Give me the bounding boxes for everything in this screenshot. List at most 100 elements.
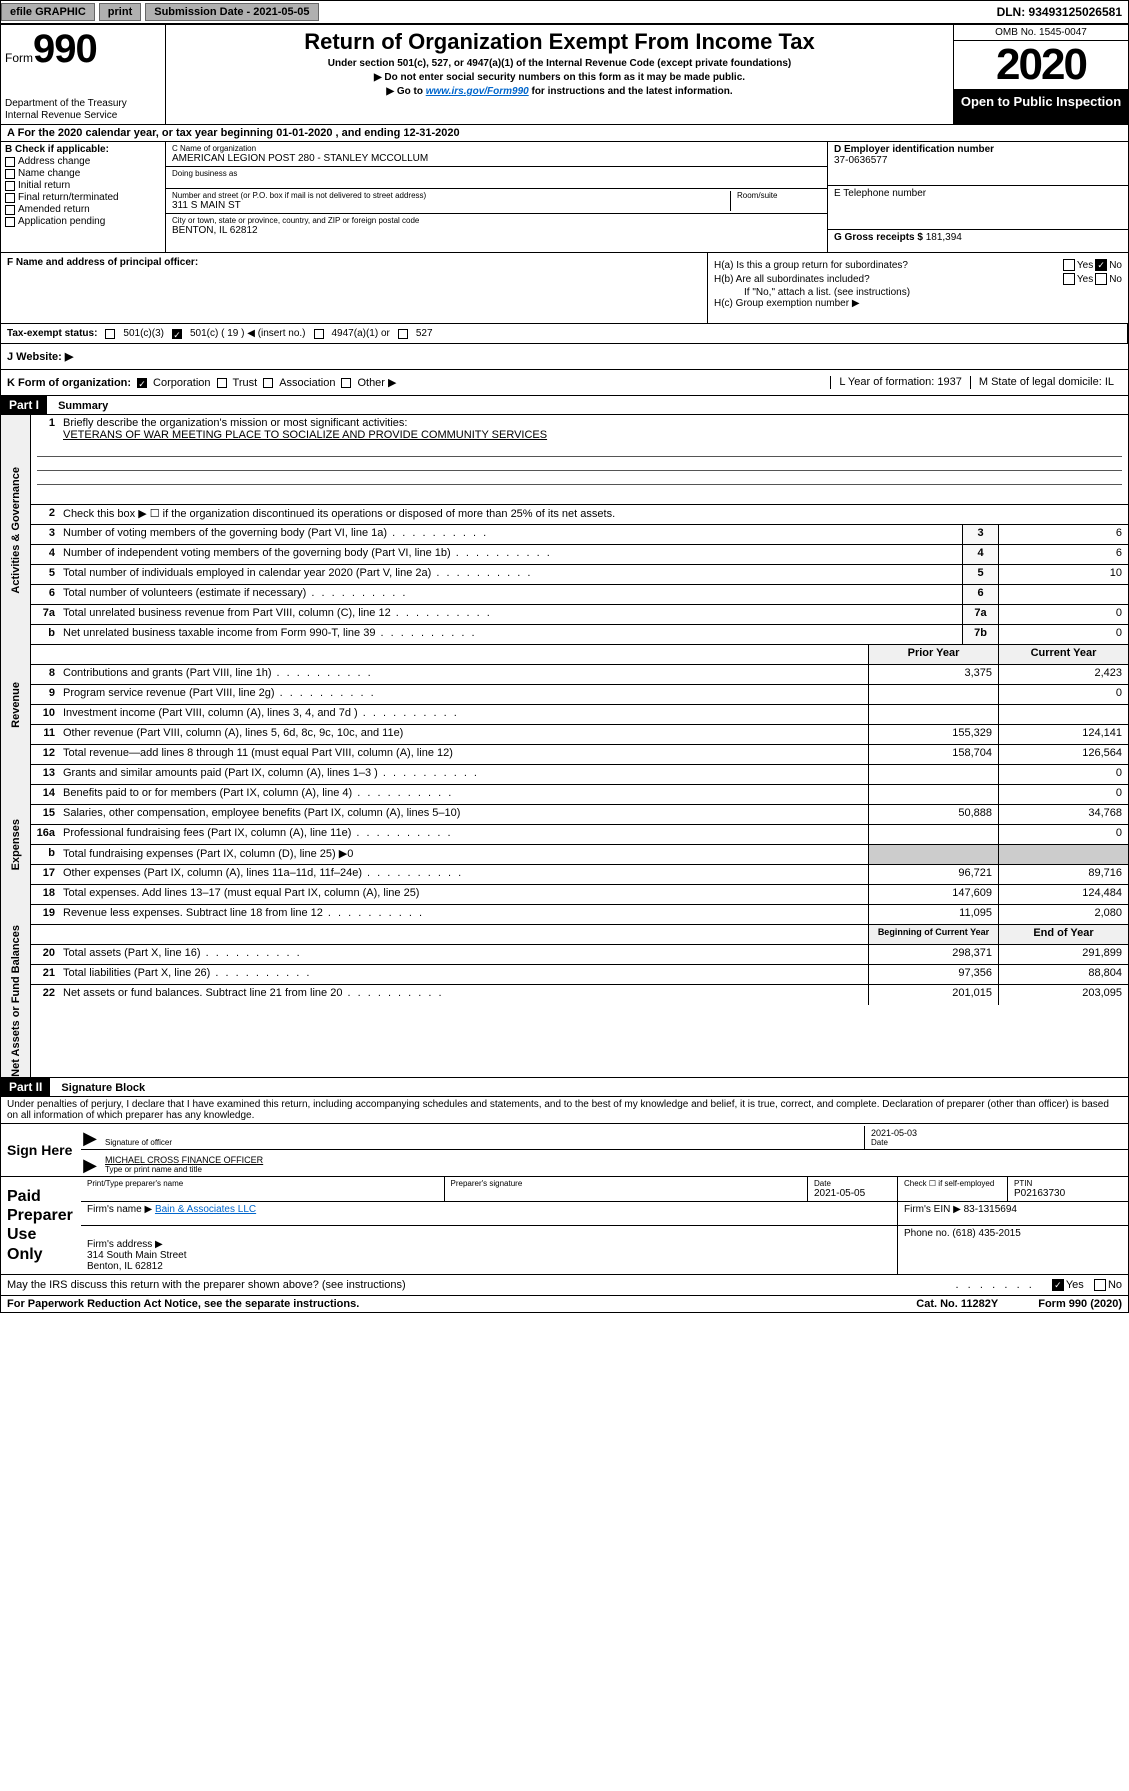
501c-box[interactable]: ✓ <box>172 329 182 339</box>
ha-yes-box[interactable] <box>1063 259 1075 271</box>
line-21-prior: 97,356 <box>868 965 998 984</box>
line-16b-num: b <box>31 845 59 864</box>
section-revenue: Revenue Prior Year Current Year 8 Contri… <box>1 645 1128 765</box>
line-16b-prior <box>868 845 998 864</box>
f-lbl: F Name and address of principal officer: <box>7 257 198 268</box>
line-9-num: 9 <box>31 685 59 704</box>
part-ii-badge: Part II <box>1 1078 50 1096</box>
corp-box[interactable]: ✓ <box>137 378 147 388</box>
form-ref: Form 990 (2020) <box>1038 1298 1122 1310</box>
prep-date-lbl: Date <box>814 1179 891 1188</box>
firm-addr-lbl: Firm's address ▶ <box>87 1239 163 1250</box>
assoc-box[interactable] <box>263 378 273 388</box>
hb-no-box[interactable] <box>1095 273 1107 285</box>
line-21-curr: 88,804 <box>998 965 1128 984</box>
line-5-num: 5 <box>31 565 59 584</box>
line-11-num: 11 <box>31 725 59 744</box>
line-11-prior: 155,329 <box>868 725 998 744</box>
line-7a-ref: 7a <box>962 605 998 624</box>
paid-preparer-row: Paid Preparer Use Only Print/Type prepar… <box>1 1177 1128 1275</box>
line-7a-num: 7a <box>31 605 59 624</box>
line-3-desc: Number of voting members of the governin… <box>59 525 962 544</box>
4947-box[interactable] <box>314 329 324 339</box>
line-21-num: 21 <box>31 965 59 984</box>
open-public: Open to Public Inspection <box>954 90 1128 124</box>
sign-here-label: Sign Here <box>1 1124 81 1176</box>
line-7b-desc: Net unrelated business taxable income fr… <box>59 625 962 644</box>
checkbox-initial[interactable] <box>5 181 15 191</box>
subtitle-1: Under section 501(c), 527, or 4947(a)(1)… <box>174 58 945 69</box>
line-22-curr: 203,095 <box>998 985 1128 1005</box>
discuss-yes-box[interactable]: ✓ <box>1052 1279 1064 1291</box>
trust-box[interactable] <box>217 378 227 388</box>
line-7b-num: b <box>31 625 59 644</box>
line-13-desc: Grants and similar amounts paid (Part IX… <box>59 765 868 784</box>
phone-val: (618) 435-2015 <box>952 1228 1020 1239</box>
line-12-num: 12 <box>31 745 59 764</box>
sub3-pre: ▶ Go to <box>386 86 425 97</box>
current-year-hdr: Current Year <box>998 645 1128 664</box>
line-18-curr: 124,484 <box>998 885 1128 904</box>
b-item-5: Application pending <box>18 216 105 227</box>
checkbox-addr[interactable] <box>5 157 15 167</box>
501c3-box[interactable] <box>105 329 115 339</box>
tab-net-assets-label: Net Assets or Fund Balances <box>10 925 22 1077</box>
line-8-curr: 2,423 <box>998 665 1128 684</box>
527-box[interactable] <box>398 329 408 339</box>
line-6-num: 6 <box>31 585 59 604</box>
other-box[interactable] <box>341 378 351 388</box>
column-f: F Name and address of principal officer: <box>1 253 708 323</box>
submission-date: Submission Date - 2021-05-05 <box>145 3 318 21</box>
checkbox-amended[interactable] <box>5 205 15 215</box>
c-city-lbl: City or town, state or province, country… <box>172 216 821 225</box>
line-19-prior: 11,095 <box>868 905 998 924</box>
row-j-website: J Website: ▶ <box>1 344 1128 370</box>
checkbox-final[interactable] <box>5 193 15 203</box>
line-14-desc: Benefits paid to or for members (Part IX… <box>59 785 868 804</box>
form-word: Form <box>5 51 33 65</box>
sub3-post: for instructions and the latest informat… <box>529 86 733 97</box>
tab-revenue: Revenue <box>1 645 31 765</box>
form-title: Return of Organization Exempt From Incom… <box>174 29 945 55</box>
ptin-lbl: PTIN <box>1014 1179 1122 1188</box>
checkbox-pending[interactable] <box>5 217 15 227</box>
firm-ein-val: 83-1315694 <box>964 1204 1017 1215</box>
line-20-num: 20 <box>31 945 59 964</box>
ein-value: 37-0636577 <box>834 155 1122 166</box>
officer-name-lbl: Type or print name and title <box>105 1165 1122 1174</box>
line-16b-curr <box>998 845 1128 864</box>
row-f-h: F Name and address of principal officer:… <box>1 253 1128 324</box>
officer-name: MICHAEL CROSS FINANCE OFFICER <box>105 1155 1122 1165</box>
line-17-curr: 89,716 <box>998 865 1128 884</box>
line-a-text: For the 2020 calendar year, or tax year … <box>18 127 460 139</box>
part-i-header: Part I Summary <box>1 396 1128 415</box>
tab-revenue-label: Revenue <box>10 682 22 728</box>
discuss-row: May the IRS discuss this return with the… <box>1 1275 1128 1296</box>
prep-sig-lbl: Preparer's signature <box>451 1179 802 1188</box>
part-ii-title: Signature Block <box>53 1082 145 1094</box>
b-item-3: Final return/terminated <box>18 192 119 203</box>
tax-year: 2020 <box>954 41 1128 90</box>
hb-yes-box[interactable] <box>1063 273 1075 285</box>
form-header: Form 990 Department of the Treasury Inte… <box>1 25 1128 125</box>
print-button[interactable]: print <box>99 3 141 21</box>
h-a-lbl: H(a) Is this a group return for subordin… <box>714 260 908 271</box>
column-b: B Check if applicable: Address change Na… <box>1 142 166 252</box>
discuss-text: May the IRS discuss this return with the… <box>7 1279 406 1291</box>
efile-label: efile GRAPHIC <box>1 3 95 21</box>
firm-name-link[interactable]: Bain & Associates LLC <box>155 1204 256 1215</box>
discuss-no-box[interactable] <box>1094 1279 1106 1291</box>
assoc-lbl: Association <box>279 377 335 389</box>
line-15-curr: 34,768 <box>998 805 1128 824</box>
section-net-assets: Net Assets or Fund Balances Beginning of… <box>1 925 1128 1078</box>
line-12-desc: Total revenue—add lines 8 through 11 (mu… <box>59 745 868 764</box>
prep-name-lbl: Print/Type preparer's name <box>87 1179 438 1188</box>
irs-link[interactable]: www.irs.gov/Form990 <box>426 86 529 97</box>
line-6-ref: 6 <box>962 585 998 604</box>
line-17-prior: 96,721 <box>868 865 998 884</box>
checkbox-name[interactable] <box>5 169 15 179</box>
ha-no-box[interactable]: ✓ <box>1095 259 1107 271</box>
line-16a-num: 16a <box>31 825 59 844</box>
m-state: M State of legal domicile: IL <box>970 376 1122 389</box>
line-10-desc: Investment income (Part VIII, column (A)… <box>59 705 868 724</box>
